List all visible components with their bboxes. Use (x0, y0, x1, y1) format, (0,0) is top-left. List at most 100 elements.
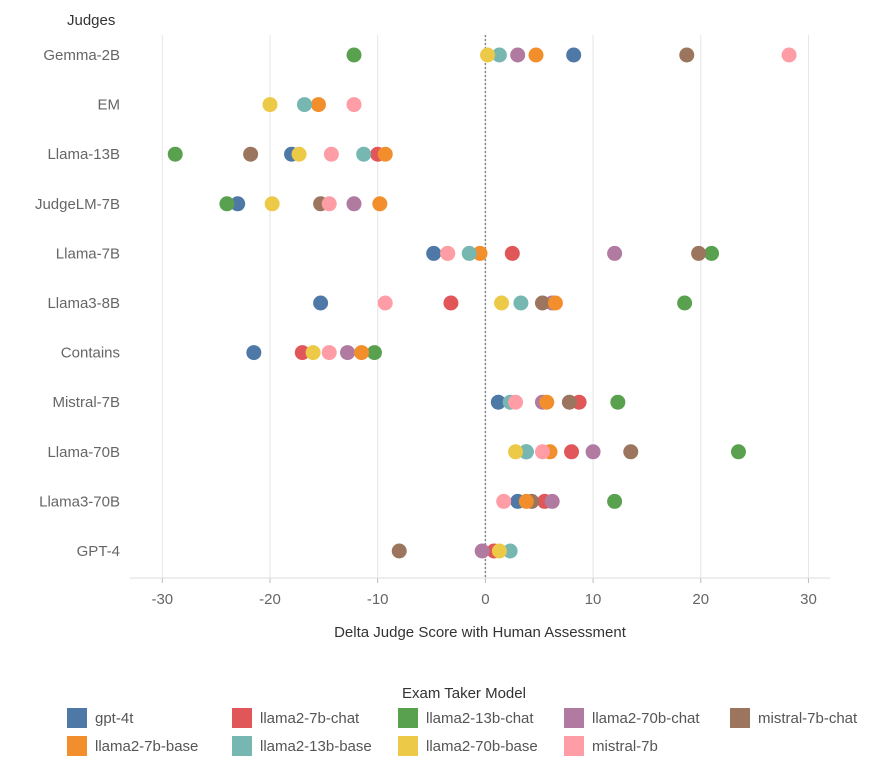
judge-labels: Gemma-2B EM Llama-13B JudgeLM-7B Llama-7B Lla… (35, 47, 120, 560)
judge-label: JudgeLM-7B (35, 196, 120, 213)
data-point-llama2-7b-base (310, 97, 326, 113)
data-point-llama2-7b-base (372, 196, 388, 212)
x-tick-label: 10 (585, 591, 602, 608)
data-point-mistral-7b (440, 245, 456, 261)
data-point-llama2-7b-chat (504, 245, 520, 261)
data-point-llama2-7b-base (528, 47, 544, 63)
legend-label: mistral-7b (592, 737, 658, 755)
data-point-mistral-7b (781, 47, 797, 63)
legend-swatch (564, 736, 584, 756)
data-points (167, 47, 797, 559)
legend-swatch (67, 708, 87, 728)
legend-label: llama2-70b-chat (592, 709, 700, 727)
data-point-llama2-7b-base (377, 146, 393, 162)
data-point-llama2-13b-base (296, 97, 312, 113)
data-point-gpt-4t (246, 345, 262, 361)
legend-label: llama2-70b-base (426, 737, 538, 755)
legend-item-llama2-7b-chat: llama2-7b-chat (232, 707, 359, 729)
data-point-mistral-7b (321, 196, 337, 212)
data-point-gpt-4t (490, 394, 506, 410)
legend-swatch (67, 736, 87, 756)
judge-label: GPT-4 (77, 543, 120, 560)
legend-item-mistral-7b-chat: mistral-7b-chat (730, 707, 857, 729)
data-point-llama2-70b-chat (510, 47, 526, 63)
data-point-gpt-4t (426, 245, 442, 261)
data-point-gpt-4t (566, 47, 582, 63)
legend-swatch (398, 708, 418, 728)
data-point-gpt-4t (313, 295, 329, 311)
data-point-llama2-13b-chat (366, 345, 382, 361)
legend-item-llama2-70b-base: llama2-70b-base (398, 735, 538, 757)
data-point-llama2-70b-chat (585, 444, 601, 460)
data-point-llama2-70b-base (494, 295, 510, 311)
data-point-llama2-13b-chat (610, 394, 626, 410)
x-axis-title: Delta Judge Score with Human Assessment (334, 624, 627, 641)
x-tick-label: 20 (692, 591, 709, 608)
data-point-mistral-7b (377, 295, 393, 311)
x-tick-label: 30 (800, 591, 817, 608)
legend-label: llama2-7b-chat (260, 709, 360, 727)
judge-label: Mistral-7B (52, 394, 120, 411)
data-point-llama2-7b-base (472, 245, 488, 261)
data-point-mistral-7b-chat (623, 444, 639, 460)
legend-swatch (564, 708, 584, 728)
legend-title: Exam Taker Model (402, 685, 526, 702)
legend-label: gpt-4t (95, 709, 134, 727)
x-tick-label: -30 (151, 591, 173, 608)
data-point-mistral-7b-chat (691, 245, 707, 261)
judge-label: Llama-70B (47, 444, 120, 461)
data-point-llama2-13b-chat (219, 196, 235, 212)
data-point-llama2-70b-base (480, 47, 496, 63)
data-point-mistral-7b (496, 493, 512, 509)
legend-item-gpt-4t: gpt-4t (67, 707, 133, 729)
grid-layer (130, 35, 830, 583)
data-point-mistral-7b (323, 146, 339, 162)
data-point-llama2-7b-base (539, 394, 555, 410)
data-point-mistral-7b-chat (679, 47, 695, 63)
data-point-llama2-70b-base (291, 146, 307, 162)
data-point-llama2-13b-chat (730, 444, 746, 460)
data-point-mistral-7b (508, 394, 524, 410)
judge-label: Gemma-2B (43, 47, 120, 64)
data-point-llama2-70b-chat (474, 543, 490, 559)
data-point-gpt-4t (230, 196, 246, 212)
judge-label: Llama-7B (56, 245, 120, 262)
legend-label: mistral-7b-chat (758, 709, 858, 727)
legend-item-llama2-70b-chat: llama2-70b-chat (564, 707, 700, 729)
data-point-llama2-70b-chat (607, 245, 623, 261)
data-point-llama2-13b-base (461, 245, 477, 261)
data-point-mistral-7b (321, 345, 337, 361)
x-tick-labels: -30 -20 -10 0 10 20 30 (151, 591, 816, 608)
data-point-llama2-13b-base (502, 543, 518, 559)
data-point-llama2-7b-base (354, 345, 370, 361)
data-point-mistral-7b-chat (243, 146, 259, 162)
legend-swatch (398, 736, 418, 756)
data-point-llama2-70b-base (305, 345, 321, 361)
x-tick-label: 0 (481, 591, 489, 608)
data-point-llama2-13b-chat (607, 493, 623, 509)
data-point-llama2-13b-base (513, 295, 529, 311)
legend-label: llama2-13b-chat (426, 709, 534, 727)
data-point-mistral-7b-chat (561, 394, 577, 410)
data-point-llama2-70b-base (508, 444, 524, 460)
x-tick-label: -20 (259, 591, 281, 608)
data-point-llama2-70b-chat (544, 493, 560, 509)
data-point-llama2-70b-base (264, 196, 280, 212)
legend-item-llama2-13b-chat: llama2-13b-chat (398, 707, 534, 729)
legend-label: llama2-7b-base (95, 737, 199, 755)
data-point-mistral-7b (534, 444, 550, 460)
data-point-mistral-7b-chat (534, 295, 550, 311)
data-point-llama2-13b-base (491, 47, 507, 63)
data-point-llama2-13b-chat (677, 295, 693, 311)
data-point-llama2-13b-base (356, 146, 372, 162)
legend-swatch (232, 708, 252, 728)
x-tick-label: -10 (367, 591, 389, 608)
legend-item-llama2-7b-base: llama2-7b-base (67, 735, 198, 757)
data-point-llama2-13b-base (518, 444, 534, 460)
data-point-mistral-7b (346, 97, 362, 113)
data-point-llama2-7b-chat (564, 444, 580, 460)
data-point-llama2-13b-chat (167, 146, 183, 162)
legend-label: llama2-13b-base (260, 737, 372, 755)
data-point-mistral-7b-chat (391, 543, 407, 559)
